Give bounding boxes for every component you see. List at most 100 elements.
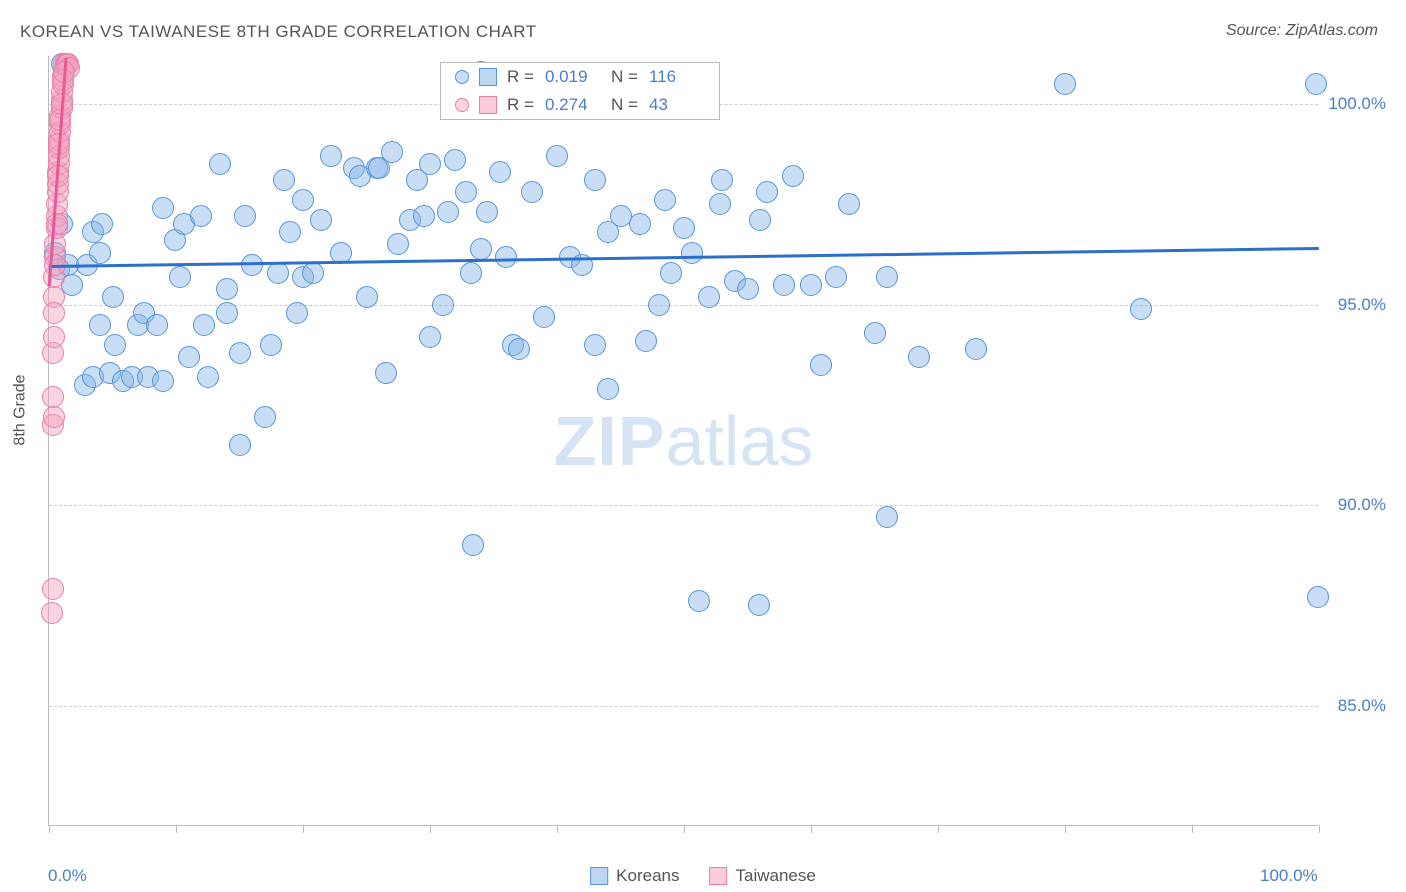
x-tick [430,825,431,833]
data-point [782,165,804,187]
data-point [864,322,886,344]
x-tick [176,825,177,833]
data-point [648,294,670,316]
legend-row: R =0.019N =116 [441,63,719,91]
legend-square-swatch [710,867,728,885]
legend-circle-swatch [455,70,469,84]
data-point [254,406,276,428]
x-tick-label: 100.0% [1260,866,1318,886]
data-point [279,221,301,243]
source-credit: Source: ZipAtlas.com [1226,22,1378,40]
data-point [356,286,378,308]
x-tick [1065,825,1066,833]
data-point [597,378,619,400]
legend-r-value: 0.019 [545,67,601,87]
x-tick [811,825,812,833]
legend-r-label: R = [507,67,535,87]
data-point [216,278,238,300]
data-point [748,594,770,616]
data-point [432,294,454,316]
data-point [152,370,174,392]
data-point [681,242,703,264]
data-point [267,262,289,284]
data-point [698,286,720,308]
data-point [584,334,606,356]
gridline [49,305,1318,306]
watermark: ZIPatlas [554,401,814,481]
legend-r-label: R = [507,95,535,115]
data-point [908,346,930,368]
data-point [320,145,342,167]
data-point [495,246,517,268]
legend-row: R =0.274N =43 [441,91,719,119]
data-point [43,302,65,324]
data-point [455,181,477,203]
data-point [169,266,191,288]
data-point [89,242,111,264]
data-point [229,342,251,364]
data-point [711,169,733,191]
data-point [965,338,987,360]
x-tick [49,825,50,833]
data-point [800,274,822,296]
y-tick-label: 90.0% [1338,495,1386,515]
y-axis-label-wrap: 8th Grade [6,0,36,820]
legend-n-value: 43 [649,95,705,115]
data-point [709,193,731,215]
data-point [152,197,174,219]
data-point [810,354,832,376]
data-point [209,153,231,175]
data-point [462,534,484,556]
data-point [688,590,710,612]
bottom-legend-label: Koreans [616,866,679,886]
y-tick-label: 100.0% [1328,94,1386,114]
data-point [41,602,63,624]
bottom-legend: Koreans Taiwanese [590,866,816,886]
y-tick-label: 85.0% [1338,696,1386,716]
data-point [737,278,759,300]
data-point [546,145,568,167]
data-point [476,201,498,223]
x-tick [557,825,558,833]
data-point [437,201,459,223]
data-point [375,362,397,384]
data-point [444,149,466,171]
bottom-legend-item: Koreans [590,866,679,886]
data-point [104,334,126,356]
plot-area: ZIPatlas [48,56,1318,826]
data-point [229,434,251,456]
gridline [49,706,1318,707]
data-point [533,306,555,328]
y-tick-label: 95.0% [1338,295,1386,315]
data-point [635,330,657,352]
data-point [470,238,492,260]
data-point [584,169,606,191]
data-point [460,262,482,284]
data-point [508,338,530,360]
x-tick-label: 0.0% [48,866,87,886]
data-point [302,262,324,284]
y-axis-label: 8th Grade [12,374,30,445]
gridline [49,505,1318,506]
bottom-legend-label: Taiwanese [736,866,816,886]
bottom-legend-item: Taiwanese [710,866,816,886]
x-tick [1319,825,1320,833]
data-point [102,286,124,308]
data-point [387,233,409,255]
data-point [42,386,64,408]
x-tick [303,825,304,833]
x-tick [938,825,939,833]
data-point [146,314,168,336]
data-point [381,141,403,163]
data-point [46,213,68,235]
data-point [292,189,314,211]
data-point [773,274,795,296]
chart-title: KOREAN VS TAIWANESE 8TH GRADE CORRELATIO… [20,22,537,42]
legend-r-value: 0.274 [545,95,601,115]
data-point [234,205,256,227]
data-point [197,366,219,388]
data-point [521,181,543,203]
data-point [489,161,511,183]
data-point [413,205,435,227]
data-point [193,314,215,336]
